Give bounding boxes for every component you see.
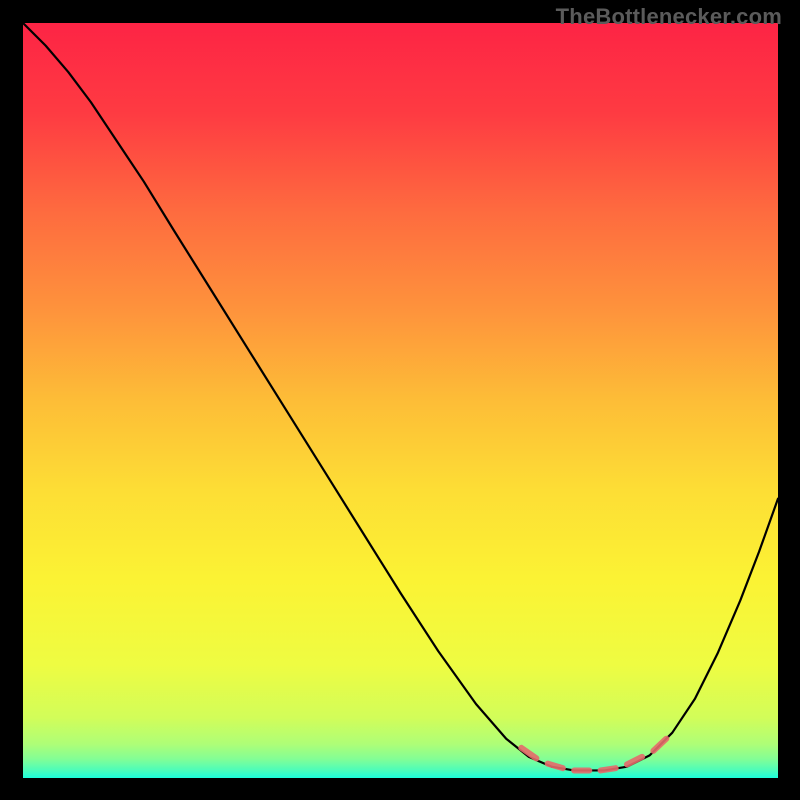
chart-container: TheBottlenecker.com	[0, 0, 800, 800]
plot-background	[23, 23, 778, 778]
bottleneck-curve-chart	[0, 0, 800, 800]
attribution-label: TheBottlenecker.com	[556, 4, 782, 30]
